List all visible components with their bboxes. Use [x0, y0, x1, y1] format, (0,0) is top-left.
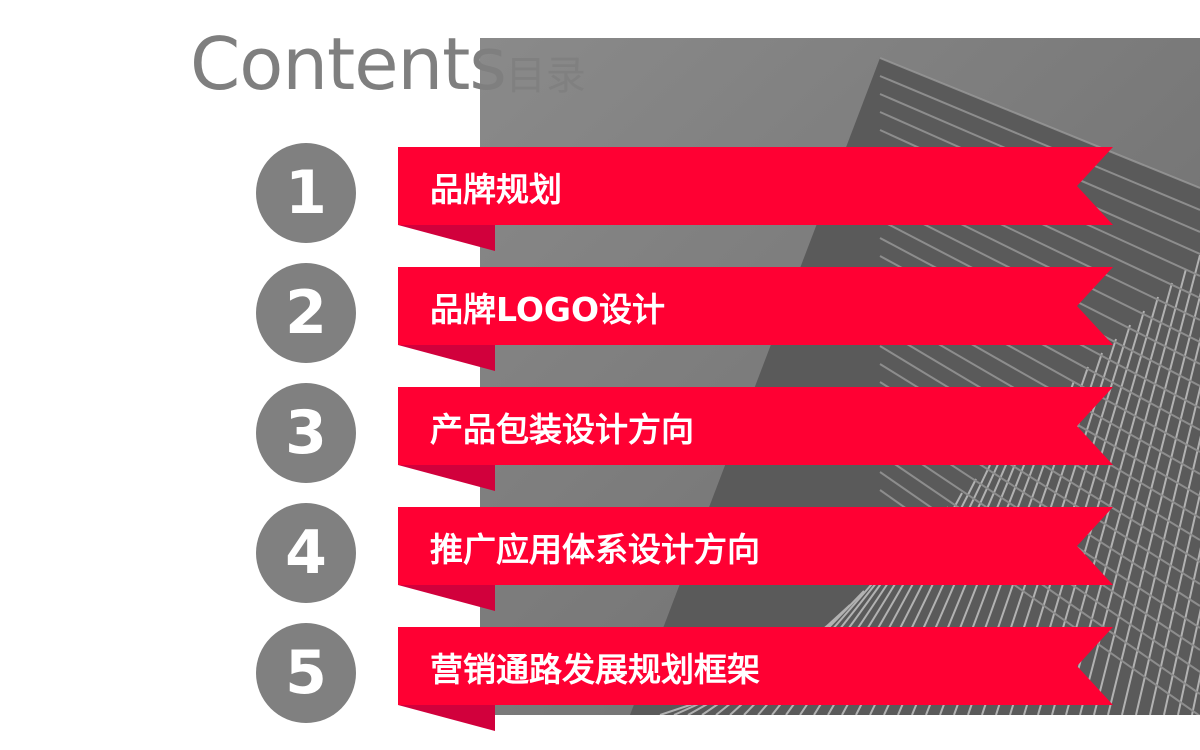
red-ribbon: [398, 627, 1113, 731]
red-ribbon: [398, 147, 1113, 251]
page-title: Contents目录: [190, 22, 586, 106]
red-ribbon: [398, 387, 1113, 491]
contents-item-1: 1 品牌规划: [0, 143, 1200, 257]
number-badge: 5: [256, 623, 356, 723]
contents-item-4: 4 推广应用体系设计方向: [0, 503, 1200, 617]
number-badge: 1: [256, 143, 356, 243]
contents-item-3: 3 产品包装设计方向: [0, 383, 1200, 497]
item-label: 品牌LOGO设计: [430, 290, 666, 329]
contents-item-2: 2 品牌LOGO设计: [0, 263, 1200, 377]
item-label: 推广应用体系设计方向: [430, 530, 760, 569]
red-ribbon: [398, 507, 1113, 611]
title-chinese: 目录: [505, 53, 586, 99]
red-ribbon: [398, 267, 1113, 371]
number-badge: 3: [256, 383, 356, 483]
item-label: 品牌规划: [430, 170, 562, 209]
item-label: 营销通路发展规划框架: [430, 650, 760, 689]
number-badge: 2: [256, 263, 356, 363]
title-english: Contents: [190, 22, 507, 106]
item-label: 产品包装设计方向: [430, 410, 694, 449]
number-badge: 4: [256, 503, 356, 603]
contents-item-5: 5 营销通路发展规划框架: [0, 623, 1200, 737]
